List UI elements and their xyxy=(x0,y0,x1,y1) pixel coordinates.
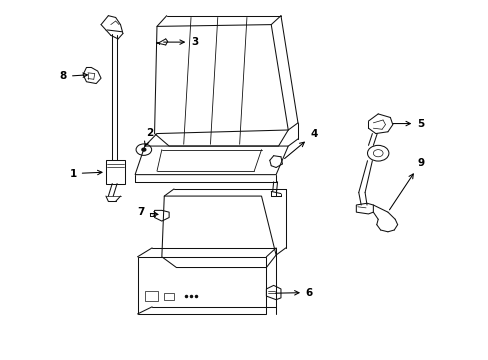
Text: 9: 9 xyxy=(388,158,424,210)
Text: 4: 4 xyxy=(284,129,317,159)
Circle shape xyxy=(142,148,145,151)
Text: 6: 6 xyxy=(275,288,312,297)
Text: 1: 1 xyxy=(69,168,102,179)
Text: 2: 2 xyxy=(144,128,153,146)
Text: 8: 8 xyxy=(60,71,87,81)
Text: 3: 3 xyxy=(163,37,198,47)
Text: 7: 7 xyxy=(137,207,158,217)
Text: 5: 5 xyxy=(392,118,424,129)
Bar xyxy=(144,292,158,301)
Bar xyxy=(164,293,174,300)
